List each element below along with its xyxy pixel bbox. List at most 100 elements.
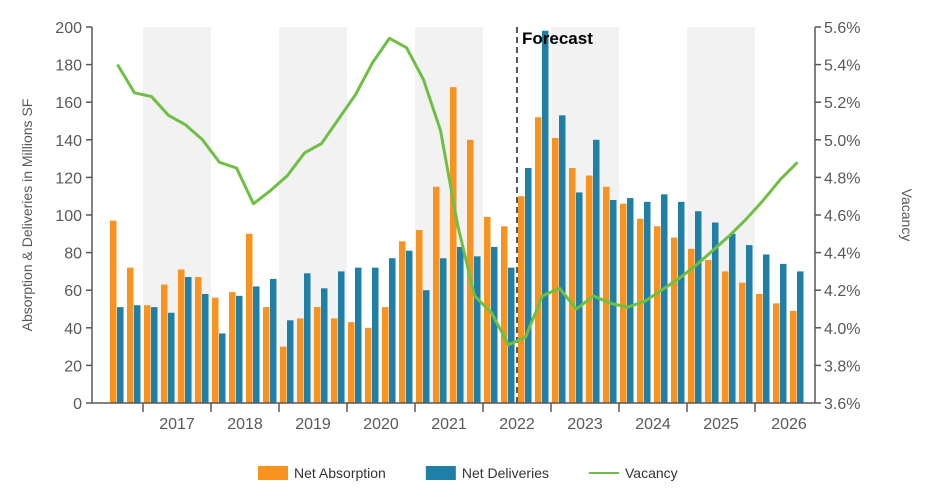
y-tick-label: 20: [64, 358, 82, 375]
y-tick-label: 40: [64, 321, 82, 338]
bar: [331, 318, 338, 403]
bar: [678, 201, 685, 403]
x-tick-label: 2023: [567, 416, 603, 433]
bar: [467, 139, 474, 404]
x-tick-label: 2021: [431, 416, 467, 433]
bar: [637, 218, 644, 403]
y2-tick-label: 3.6%: [824, 396, 860, 413]
y-tick-label: 120: [55, 170, 82, 187]
y-tick-label: 0: [73, 396, 82, 413]
bar: [688, 248, 695, 403]
bar: [161, 284, 168, 403]
bar: [185, 277, 192, 403]
bar: [304, 273, 311, 403]
bar: [117, 307, 124, 403]
bar: [542, 30, 549, 403]
x-tick-label: 2020: [363, 416, 399, 433]
y2-tick-label: 4.6%: [824, 208, 860, 225]
y2-tick-label: 4.2%: [824, 283, 860, 300]
bar: [552, 137, 559, 404]
bar: [525, 168, 532, 403]
bar: [399, 241, 406, 403]
bar: [389, 258, 396, 403]
bar: [134, 305, 141, 403]
bar: [355, 267, 362, 403]
bar: [739, 282, 746, 403]
bar: [644, 201, 651, 403]
y2-tick-label: 5.4%: [824, 58, 860, 75]
bar: [780, 263, 787, 403]
bar: [518, 196, 525, 403]
bar: [576, 192, 583, 403]
bar: [722, 271, 729, 403]
legend-label: Net Absorption: [294, 465, 386, 481]
bar: [253, 286, 260, 403]
bar: [270, 278, 277, 403]
y2-tick-label: 5.2%: [824, 95, 860, 112]
y2-tick-label: 4.0%: [824, 321, 860, 338]
bar: [746, 245, 753, 403]
bar: [474, 256, 481, 403]
bar: [491, 246, 498, 403]
x-tick-label: 2024: [635, 416, 671, 433]
bar: [797, 271, 804, 403]
bar: [603, 186, 610, 403]
x-tick-label: 2026: [771, 416, 807, 433]
legend-swatch: [425, 466, 456, 480]
x-tick-label: 2019: [295, 416, 331, 433]
bar: [110, 220, 117, 403]
y-tick-label: 60: [64, 283, 82, 300]
bar: [236, 295, 243, 403]
bar: [586, 175, 593, 403]
bar: [433, 186, 440, 403]
bar: [365, 327, 372, 403]
bar: [756, 293, 763, 403]
bar: [382, 307, 389, 403]
bar: [729, 233, 736, 403]
legend-swatch: [258, 466, 288, 480]
y2-tick-label: 3.8%: [824, 358, 860, 375]
y-tick-label: 100: [55, 208, 82, 225]
bar: [287, 320, 294, 403]
x-tick-label: 2017: [159, 416, 195, 433]
bar: [508, 267, 515, 403]
y2-axis-label: Vacancy: [899, 189, 915, 242]
bar: [372, 267, 379, 403]
y2-tick-label: 4.4%: [824, 246, 860, 263]
bar: [654, 226, 661, 403]
x-tick-label: 2025: [703, 416, 739, 433]
bar: [661, 194, 668, 403]
y-tick-label: 160: [55, 95, 82, 112]
bar: [620, 203, 627, 403]
bar: [457, 246, 464, 403]
bar: [763, 254, 770, 403]
y-axis-label: Absorption & Deliveries in Millions SF: [19, 99, 35, 332]
legend-label: Vacancy: [625, 465, 678, 481]
y2-tick-label: 5.6%: [824, 20, 860, 37]
forecast-label: Forecast: [522, 29, 593, 48]
bar: [246, 233, 253, 403]
bar: [297, 318, 304, 403]
bar: [195, 277, 202, 403]
bar: [348, 322, 355, 403]
bar: [501, 226, 508, 403]
bar: [671, 237, 678, 403]
bar: [321, 288, 328, 403]
bar: [168, 312, 175, 403]
bar: [178, 269, 185, 403]
bar: [559, 115, 566, 404]
x-tick-label: 2018: [227, 416, 263, 433]
bar: [705, 260, 712, 403]
line: [116, 36, 799, 347]
bar: [695, 211, 702, 403]
y2-tick-label: 5.0%: [824, 133, 860, 150]
y-tick-label: 80: [64, 246, 82, 263]
y-tick-label: 180: [55, 58, 82, 75]
bar: [229, 292, 236, 403]
bar: [773, 303, 780, 403]
y2-tick-label: 4.8%: [824, 170, 860, 187]
bar: [569, 168, 576, 403]
bar: [144, 305, 151, 403]
bar: [219, 333, 226, 403]
